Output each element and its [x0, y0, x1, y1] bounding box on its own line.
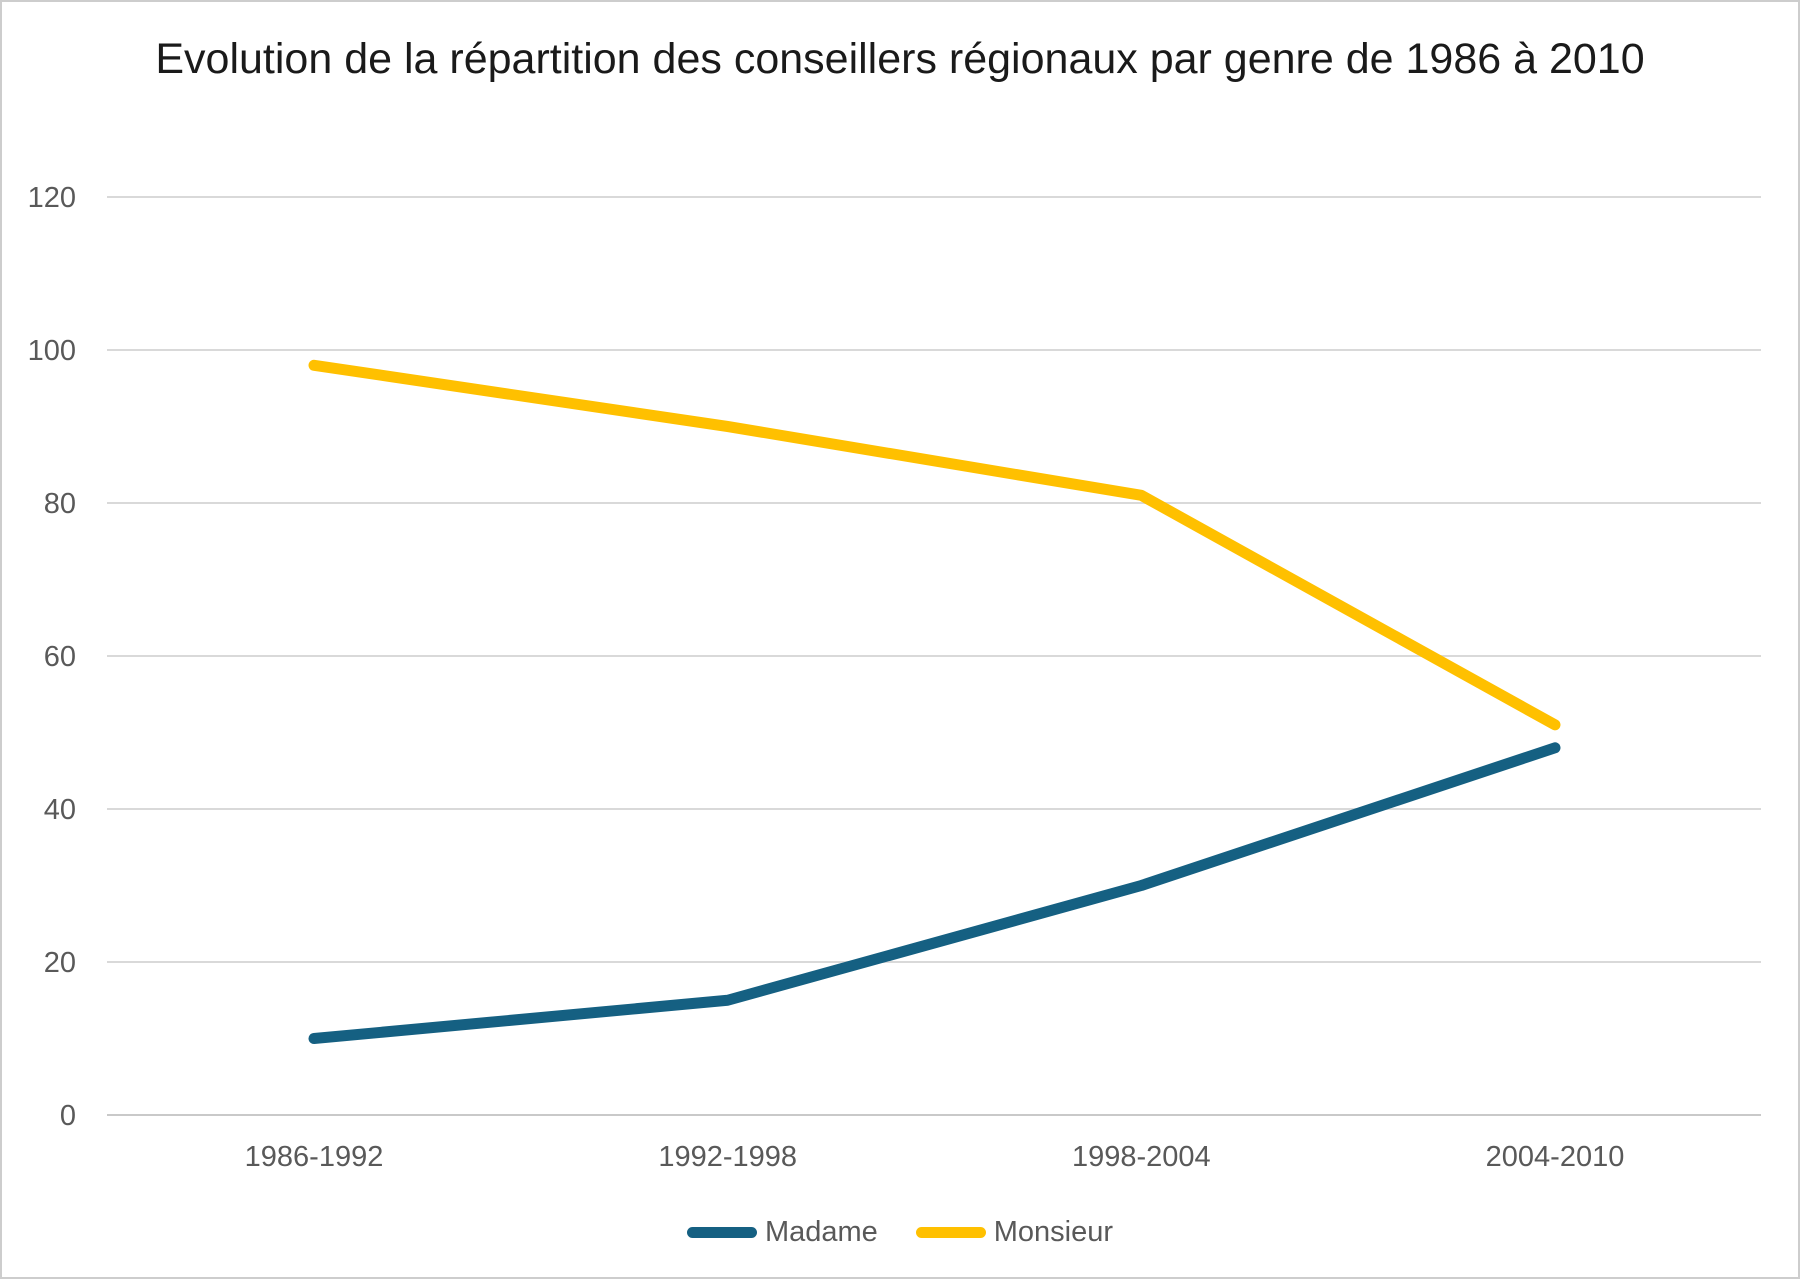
y-tick-label: 20 — [44, 947, 76, 979]
legend-swatch-monsieur — [915, 1227, 986, 1238]
chart-title: Evolution de la répartition des conseill… — [2, 28, 1798, 90]
legend-label-monsieur: Monsieur — [993, 1216, 1114, 1248]
y-tick-label: 40 — [44, 794, 76, 826]
legend-item-monsieur: Monsieur — [915, 1216, 1114, 1249]
chart-title-text: Evolution de la répartition des conseill… — [155, 35, 1645, 83]
y-tick-label: 60 — [44, 641, 76, 673]
y-tick-label: 0 — [60, 1100, 76, 1132]
y-tick-label: 80 — [44, 488, 76, 520]
legend-item-madame: Madame — [686, 1216, 878, 1249]
x-axis-label: 2004-2010 — [1486, 1141, 1625, 1173]
legend-swatch-madame — [686, 1227, 757, 1238]
y-tick-label: 100 — [28, 335, 76, 367]
series-line-monsieur — [308, 359, 1561, 731]
x-axis-label: 1986-1992 — [245, 1141, 384, 1173]
x-axis-label: 1992-1998 — [658, 1141, 797, 1173]
y-tick-label: 120 — [28, 182, 76, 214]
x-axis-label: 1998-2004 — [1072, 1141, 1211, 1173]
legend: Madame Monsieur — [2, 1216, 1798, 1249]
series-line-madame — [308, 742, 1561, 1044]
legend-label-madame: Madame — [764, 1216, 878, 1248]
